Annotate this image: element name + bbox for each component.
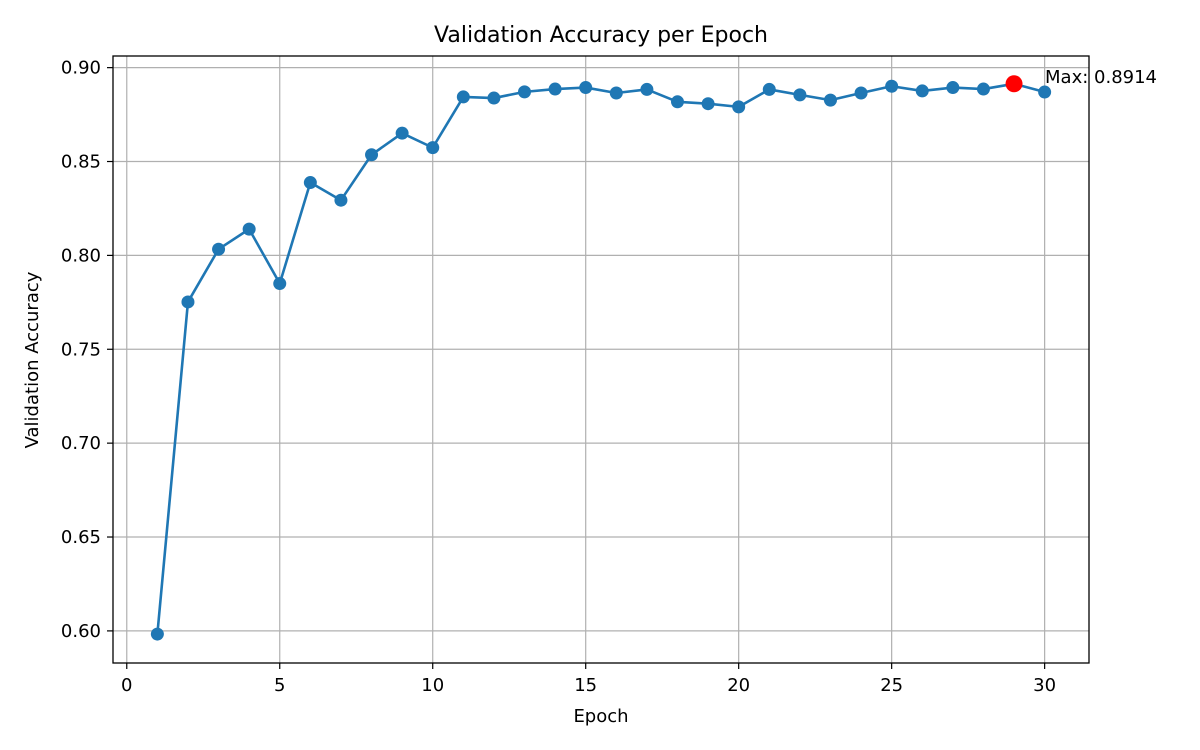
data-point — [181, 295, 195, 309]
y-tick-label: 0.75 — [61, 339, 101, 360]
y-tick-label: 0.90 — [61, 58, 101, 79]
y-tick-label: 0.70 — [61, 433, 101, 454]
data-point — [487, 91, 501, 105]
x-tick-label: 20 — [727, 675, 750, 696]
max-annotation: Max: 0.8914 — [1045, 67, 1157, 88]
data-point — [1038, 85, 1052, 99]
data-point — [456, 90, 470, 104]
grid — [113, 56, 1089, 663]
chart-title: Validation Accuracy per Epoch — [434, 23, 768, 48]
series-points — [150, 77, 1052, 641]
data-point — [609, 86, 623, 100]
data-point — [150, 627, 164, 641]
y-axis-title: Validation Accuracy — [22, 271, 43, 448]
y-axis-ticks: 0.60 0.65 0.70 0.75 0.80 0.85 0.90 — [61, 58, 113, 642]
data-point — [915, 84, 929, 98]
x-axis-ticks: 0 5 10 15 20 25 30 — [121, 663, 1056, 696]
data-point — [548, 82, 562, 96]
x-tick-label: 25 — [880, 675, 903, 696]
data-point — [426, 141, 440, 155]
data-point — [212, 242, 226, 256]
data-point — [732, 100, 746, 114]
data-point — [579, 81, 593, 95]
max-point — [1005, 75, 1023, 93]
x-tick-label: 30 — [1033, 675, 1056, 696]
max-highlight — [1005, 75, 1023, 93]
data-point — [762, 82, 776, 96]
data-point — [242, 222, 256, 236]
y-tick-label: 0.85 — [61, 152, 101, 173]
data-point — [273, 277, 287, 291]
data-point — [885, 79, 899, 93]
x-tick-label: 5 — [274, 675, 285, 696]
data-point — [823, 93, 837, 107]
data-point — [640, 82, 654, 96]
x-axis-title: Epoch — [573, 706, 628, 727]
data-point — [854, 86, 868, 100]
data-point — [518, 85, 532, 99]
data-point — [303, 176, 317, 190]
x-tick-label: 15 — [574, 675, 597, 696]
data-point — [701, 97, 715, 111]
y-tick-label: 0.65 — [61, 527, 101, 548]
data-point — [670, 95, 684, 109]
data-point — [976, 82, 990, 96]
plot-frame — [112, 55, 1090, 664]
data-point — [946, 81, 960, 95]
x-tick-label: 10 — [421, 675, 444, 696]
y-tick-label: 0.80 — [61, 245, 101, 266]
x-tick-label: 0 — [121, 675, 132, 696]
data-point — [334, 193, 348, 207]
data-point — [793, 88, 807, 102]
data-point — [365, 148, 379, 162]
y-tick-label: 0.60 — [61, 621, 101, 642]
data-point — [395, 126, 409, 140]
